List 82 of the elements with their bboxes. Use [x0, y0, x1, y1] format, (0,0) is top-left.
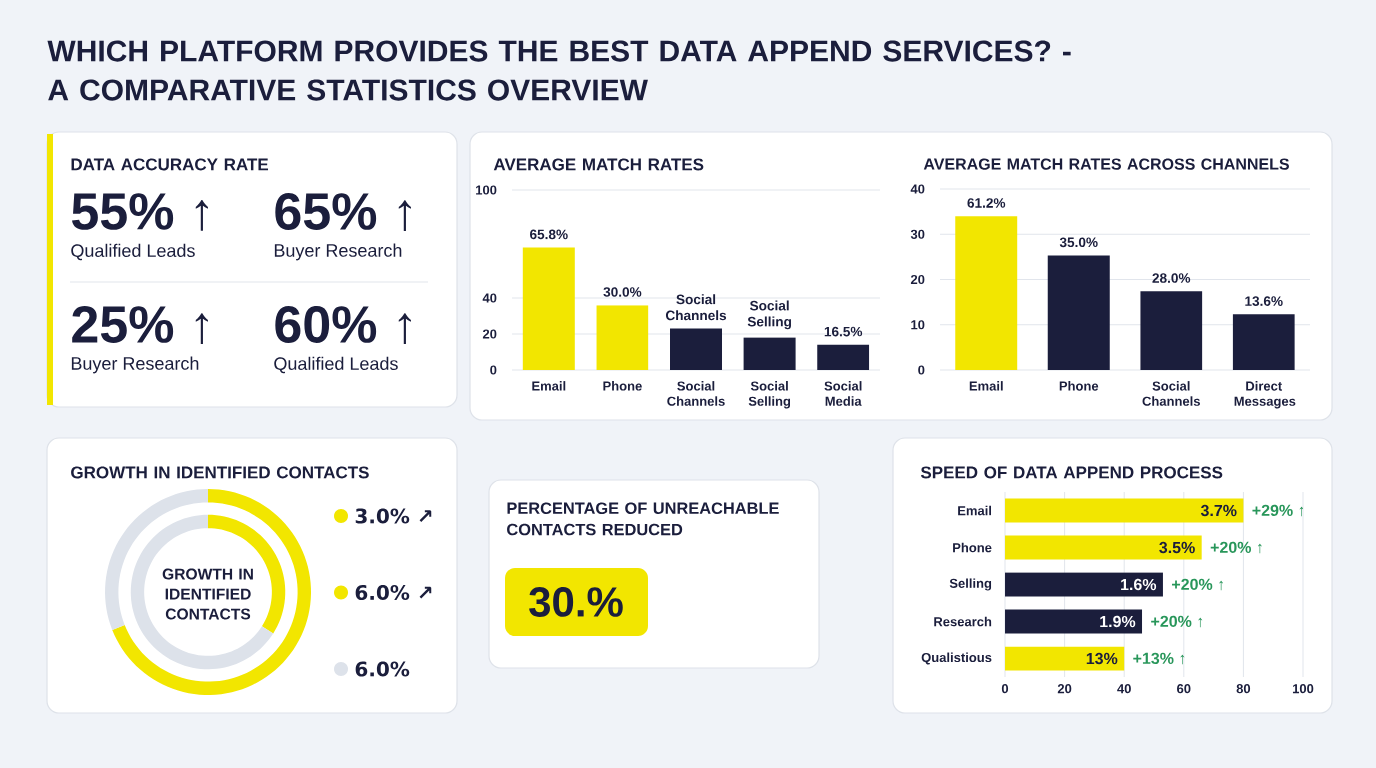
x-tick-label: 40: [1117, 684, 1131, 694]
chart-title: SPEED OF DATA APPEND PROCESS: [920, 466, 1223, 479]
y-tick-label: 40: [482, 293, 497, 303]
bar: [1005, 498, 1244, 523]
y-tick-label: 30: [910, 229, 925, 239]
chart-title: AVERAGE MATCH RATES: [493, 158, 704, 171]
bar: [1047, 255, 1110, 371]
y-tick-label: 20: [482, 329, 497, 339]
y-tick-label: 0: [490, 365, 497, 375]
bar: [1232, 314, 1295, 371]
x-tick-label: Social Channels: [667, 381, 725, 406]
annotation: 30.0%: [603, 287, 642, 297]
x-tick-label: 80: [1236, 684, 1251, 694]
annotation: Social Selling: [747, 300, 791, 330]
y-tick-label: Email: [958, 505, 992, 516]
annotation: 13.6%: [1245, 296, 1283, 306]
annotation: +13% ↑: [1133, 652, 1185, 665]
annotation: 65.8%: [530, 229, 568, 240]
x-tick-label: Phone: [1059, 381, 1099, 391]
y-tick-label: Selling: [949, 578, 992, 591]
y-tick-label: 40: [910, 184, 925, 194]
x-tick-label: Direct Messages: [1234, 381, 1296, 409]
x-tick-label: Social Selling: [748, 381, 791, 409]
y-tick-label: 20: [910, 274, 925, 285]
bar: [743, 337, 796, 371]
bar: [596, 305, 649, 371]
text: Qualified Leads: [274, 356, 398, 374]
annotation: +29% ↑: [1252, 504, 1304, 517]
text: 3.0% ↗: [355, 508, 432, 524]
annotation: +20% ↑: [1172, 578, 1223, 591]
annotation: +20% ↑: [1210, 541, 1262, 554]
annotation: Social Channels: [665, 294, 727, 321]
y-tick-label: 100: [476, 185, 497, 195]
bar: [1005, 609, 1143, 634]
text: PERCENTAGE OF UNREACHABLE CONTACTS REDUCED: [507, 502, 779, 536]
x-tick-label: Phone: [603, 381, 642, 391]
annotation: +20% ↑: [1151, 615, 1203, 628]
annotation: 1.6%: [1121, 578, 1157, 591]
bar: [1005, 646, 1125, 671]
x-tick-label: Email: [969, 381, 1003, 391]
bar: [1140, 291, 1203, 371]
text: 30.%: [529, 587, 623, 617]
y-tick-label: Qualistious: [921, 652, 992, 665]
bar: [817, 344, 870, 371]
text: Buyer Research: [71, 356, 199, 374]
y-tick-label: Phone: [953, 542, 992, 553]
annotation: 1.9%: [1100, 615, 1136, 628]
text: 25% ↑: [72, 306, 208, 344]
annotation: 3.5%: [1159, 541, 1195, 554]
x-tick-label: Social Channels: [1142, 381, 1200, 406]
x-tick-label: 0: [1001, 684, 1009, 694]
text: Qualified Leads: [71, 243, 195, 261]
y-tick-label: 10: [911, 320, 925, 330]
text: DATA ACCURACY RATE: [71, 158, 269, 171]
annotation: 28.0%: [1152, 273, 1191, 283]
chart-title: AVERAGE MATCH RATES ACROSS CHANNELS: [923, 158, 1289, 170]
text: 65% ↑: [275, 193, 411, 231]
x-tick-label: 20: [1057, 684, 1072, 694]
text: 55% ↑: [72, 193, 208, 231]
annotation: 61.2%: [967, 198, 1006, 208]
annotation: 3.7%: [1200, 504, 1237, 517]
text: 6.0%: [355, 661, 410, 677]
text: WHICH PLATFORM PROVIDES THE BEST DATA APPEND SERVICES? - A COMPARATIVE STATISTICS OVERVIEW: [47, 40, 1071, 101]
bar: [1005, 572, 1163, 597]
x-tick-label: Social Media: [824, 381, 862, 406]
y-tick-label: Research: [934, 616, 992, 627]
bar: [1005, 535, 1202, 560]
text: Buyer Research: [274, 243, 402, 261]
y-tick-label: 0: [918, 365, 925, 375]
chart-title: GROWTH IN IDENTIFIED CONTACTS: [71, 466, 369, 479]
annotation: 35.0%: [1059, 237, 1098, 248]
x-tick-label: 60: [1177, 684, 1191, 694]
bar: [522, 247, 575, 371]
x-tick-label: 100: [1292, 684, 1314, 694]
x-tick-label: Email: [532, 381, 566, 391]
text: GROWTH IN IDENTIFIED CONTACTS: [162, 568, 253, 620]
annotation: 13%: [1086, 652, 1118, 665]
bar: [670, 328, 723, 371]
text: 6.0% ↗: [355, 584, 432, 601]
text: 60% ↑: [275, 306, 411, 344]
annotation: 16.5%: [824, 326, 863, 337]
bar: [955, 216, 1018, 371]
